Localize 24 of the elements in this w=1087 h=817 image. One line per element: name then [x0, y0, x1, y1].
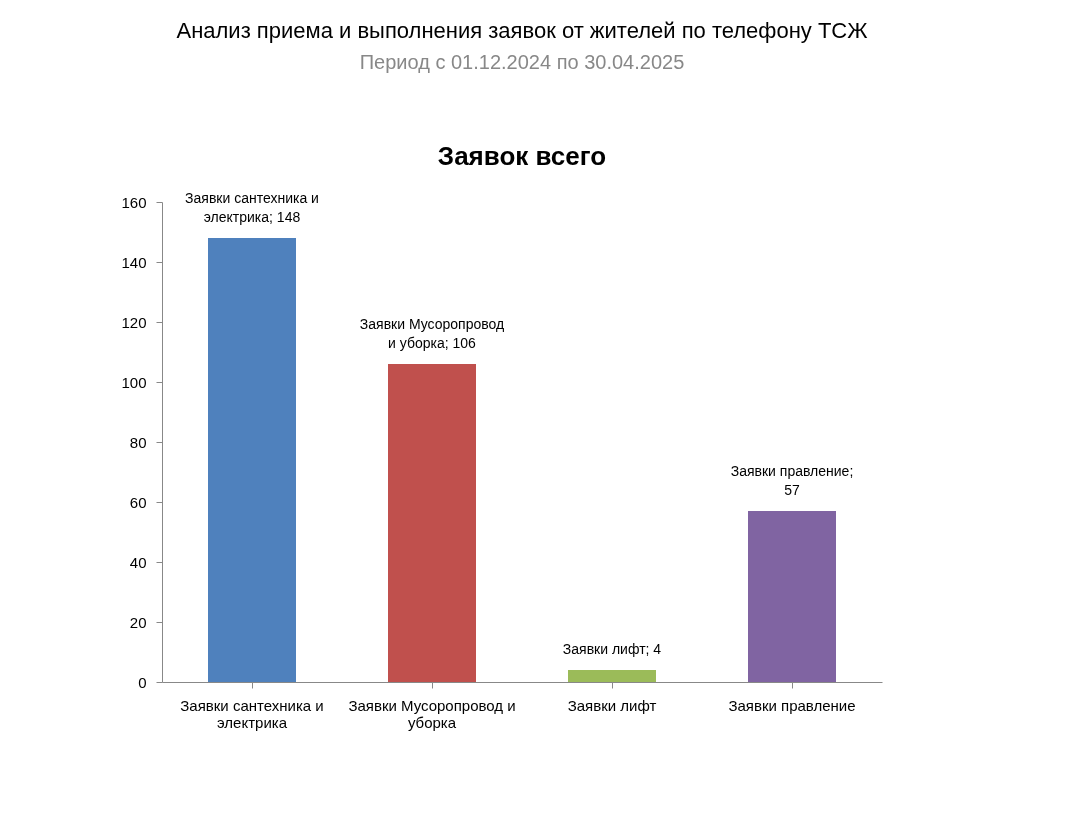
y-tick-label: 0: [138, 673, 147, 691]
bar: [208, 238, 296, 682]
text: Заявок всего: [437, 141, 607, 171]
data-label: Заявки Мусоропровод и уборка; 106: [359, 316, 505, 351]
y-tick-label: 60: [129, 493, 147, 511]
y-tick-label: 120: [121, 313, 147, 331]
x-tick-label: Заявки сантехника и электрика: [180, 696, 324, 731]
data-label: Заявки правление; 57: [730, 463, 854, 498]
chart-subtitle: Период с 01.12.2024 по 30.04.2025: [359, 51, 685, 73]
data-label: Заявки сантехника и электрика; 148: [185, 190, 319, 225]
chart-title: Анализ приема и выполнения заявок от жителей по телефону ТСЖ: [176, 18, 869, 43]
y-tick-label: 100: [121, 373, 147, 391]
y-tick-label: 140: [121, 253, 147, 271]
bar: [748, 511, 836, 682]
x-tick-label: Заявки лифт: [567, 696, 657, 714]
y-tick-label: 40: [129, 553, 147, 571]
data-label: Заявки лифт; 4: [562, 641, 662, 657]
y-tick-label: 80: [129, 433, 147, 451]
bar: [568, 670, 656, 682]
x-tick-label: Заявки правление: [728, 696, 856, 714]
bar: [388, 364, 476, 682]
y-tick-label: 20: [129, 613, 147, 631]
x-tick-label: Заявки Мусоропровод и уборка: [348, 696, 516, 731]
y-tick-label: 160: [121, 193, 147, 211]
